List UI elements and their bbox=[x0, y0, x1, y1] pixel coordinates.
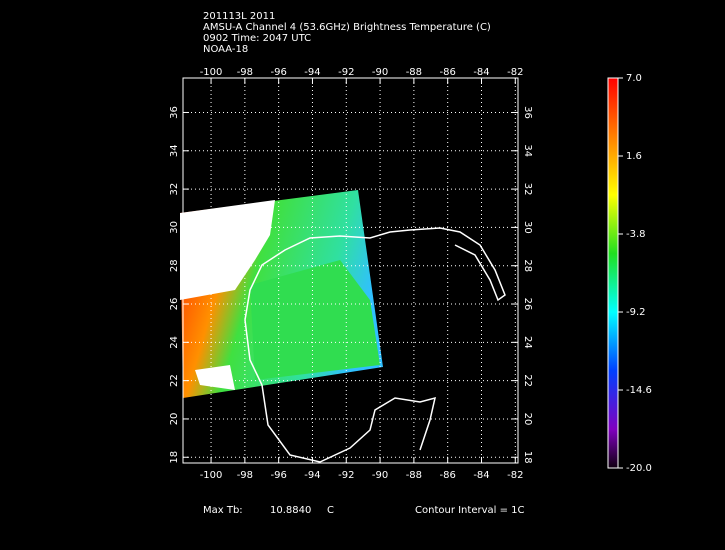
lon-label: -92 bbox=[338, 470, 354, 481]
lat-label: 34 bbox=[169, 144, 180, 157]
colorbar bbox=[607, 77, 619, 469]
max-value: 10.8840 bbox=[270, 505, 311, 516]
lat-label: 20 bbox=[169, 413, 180, 426]
colorbar-label: -14.6 bbox=[626, 385, 652, 396]
map-frame bbox=[182, 77, 519, 464]
lat-label: 32 bbox=[169, 183, 180, 196]
colorbar-label: 1.6 bbox=[626, 151, 642, 162]
lon-label: -98 bbox=[237, 67, 253, 78]
coastline bbox=[244, 227, 506, 386]
max-unit: C bbox=[327, 505, 334, 516]
lat-label: 26 bbox=[522, 298, 533, 311]
colorbar-label: -9.2 bbox=[626, 307, 646, 318]
lat-label: 28 bbox=[522, 259, 533, 272]
lat-label: 30 bbox=[522, 221, 533, 234]
max-label: Max Tb: bbox=[203, 505, 243, 516]
lat-label: 24 bbox=[522, 336, 533, 349]
lon-label: -84 bbox=[473, 470, 489, 481]
lat-label: 18 bbox=[522, 451, 533, 464]
lat-label: 24 bbox=[169, 336, 180, 349]
header-line: NOAA-18 bbox=[203, 44, 248, 55]
lat-label: 36 bbox=[169, 106, 180, 119]
lon-label: -100 bbox=[200, 67, 223, 78]
lat-label: 32 bbox=[522, 183, 533, 196]
colorbar-label: -20.0 bbox=[626, 463, 652, 474]
colorbar-label: 7.0 bbox=[626, 73, 642, 84]
lon-label: -98 bbox=[237, 470, 253, 481]
lat-label: 28 bbox=[169, 259, 180, 272]
coastline bbox=[261, 384, 437, 463]
swath-green bbox=[250, 260, 380, 380]
colorbar-label: -3.8 bbox=[626, 229, 646, 240]
header-line: 0902 Time: 2047 UTC bbox=[203, 33, 311, 44]
header-line: 201113L 2011 bbox=[203, 11, 275, 22]
lon-label: -96 bbox=[270, 470, 286, 481]
lon-label: -82 bbox=[507, 67, 523, 78]
lon-label: -94 bbox=[304, 67, 320, 78]
lon-label: -90 bbox=[372, 67, 388, 78]
lon-label: -88 bbox=[406, 470, 422, 481]
lon-label: -86 bbox=[440, 67, 456, 78]
swath-white bbox=[180, 200, 275, 300]
lat-label: 36 bbox=[522, 106, 533, 119]
lon-label: -86 bbox=[440, 470, 456, 481]
lon-label: -90 bbox=[372, 470, 388, 481]
lat-label: 18 bbox=[169, 451, 180, 464]
lat-label: 22 bbox=[522, 374, 533, 387]
lat-label: 30 bbox=[169, 221, 180, 234]
header-line: AMSU-A Channel 4 (53.6GHz) Brightness Te… bbox=[203, 22, 491, 33]
swath bbox=[180, 190, 383, 398]
lat-label: 34 bbox=[522, 144, 533, 157]
lon-label: -94 bbox=[304, 470, 320, 481]
lat-label: 26 bbox=[169, 298, 180, 311]
lat-label: 20 bbox=[522, 413, 533, 426]
lon-label: -88 bbox=[406, 67, 422, 78]
contour-interval: Contour Interval = 1C bbox=[415, 505, 525, 516]
lon-label: -82 bbox=[507, 470, 523, 481]
lon-label: -84 bbox=[473, 67, 489, 78]
lon-label: -92 bbox=[338, 67, 354, 78]
swath-white bbox=[195, 365, 235, 390]
lon-label: -100 bbox=[200, 470, 223, 481]
lat-label: 22 bbox=[169, 374, 180, 387]
lon-label: -96 bbox=[270, 67, 286, 78]
